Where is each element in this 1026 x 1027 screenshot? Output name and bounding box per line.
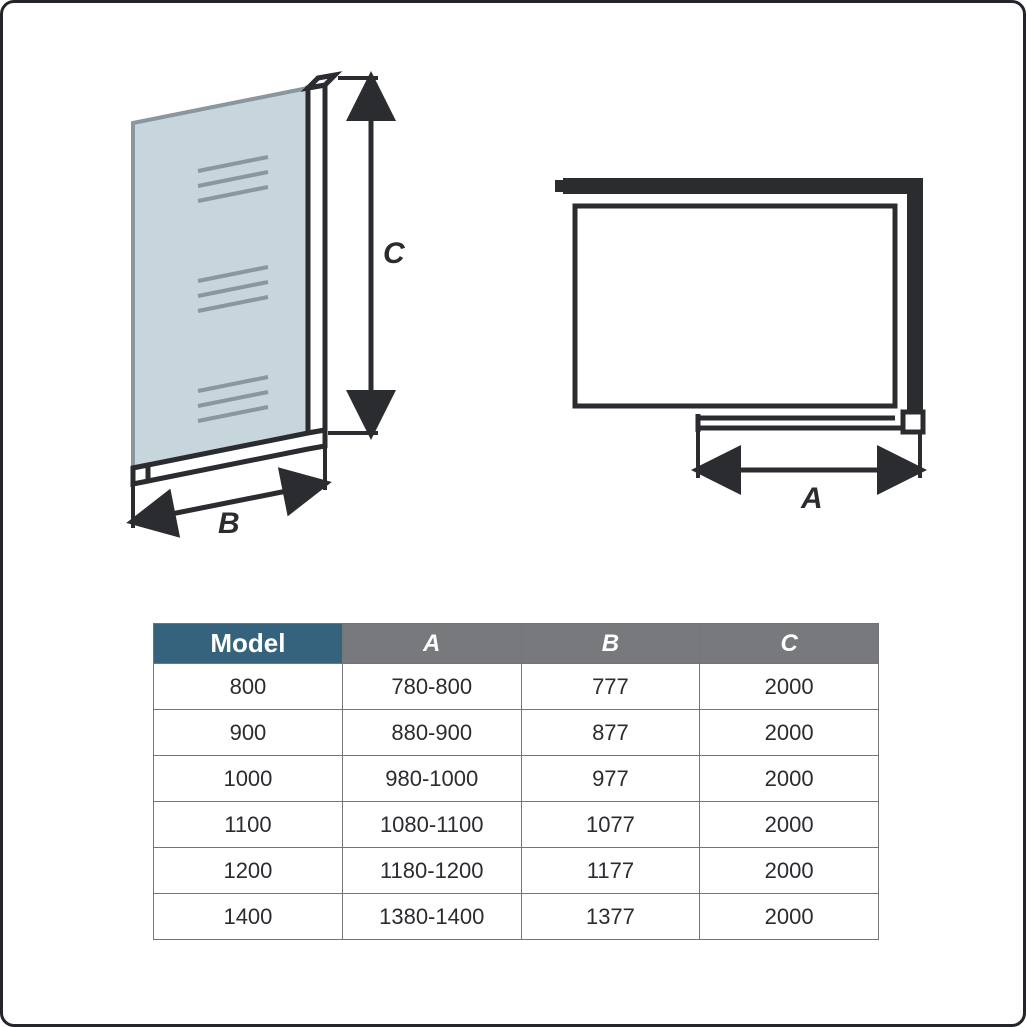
table-cell: 780-800 xyxy=(342,664,521,710)
table-cell: 1077 xyxy=(521,802,700,848)
table-cell: 1180-1200 xyxy=(342,848,521,894)
table-header-row: Model A B C xyxy=(154,624,879,664)
table-cell: 1400 xyxy=(154,894,343,940)
table-cell: 2000 xyxy=(700,664,879,710)
col-a: A xyxy=(342,624,521,664)
table-row: 800780-8007772000 xyxy=(154,664,879,710)
col-c: C xyxy=(700,624,879,664)
table-cell: 2000 xyxy=(700,802,879,848)
table-cell: 800 xyxy=(154,664,343,710)
table-row: 900880-9008772000 xyxy=(154,710,879,756)
table-cell: 977 xyxy=(521,756,700,802)
label-a: A xyxy=(800,482,823,515)
table-cell: 1100 xyxy=(154,802,343,848)
table-cell: 2000 xyxy=(700,894,879,940)
table-cell: 1200 xyxy=(154,848,343,894)
table-cell: 2000 xyxy=(700,848,879,894)
diagram-area: C B A xyxy=(63,63,963,543)
table-cell: 1377 xyxy=(521,894,700,940)
dimension-diagrams: C B A xyxy=(63,63,969,543)
table-cell: 2000 xyxy=(700,710,879,756)
col-model: Model xyxy=(154,624,343,664)
table-row: 1000980-10009772000 xyxy=(154,756,879,802)
table-cell: 1000 xyxy=(154,756,343,802)
table-cell: 1380-1400 xyxy=(342,894,521,940)
table-cell: 877 xyxy=(521,710,700,756)
spec-table: Model A B C 800780-8007772000900880-9008… xyxy=(153,623,879,940)
table-row: 14001380-140013772000 xyxy=(154,894,879,940)
label-c: C xyxy=(383,237,406,270)
table-cell: 880-900 xyxy=(342,710,521,756)
label-b: B xyxy=(218,507,240,540)
table-row: 11001080-110010772000 xyxy=(154,802,879,848)
panel-iso-view: C B xyxy=(133,75,406,540)
table-cell: 1177 xyxy=(521,848,700,894)
table-row: 12001180-120011772000 xyxy=(154,848,879,894)
col-b: B xyxy=(521,624,700,664)
table-cell: 900 xyxy=(154,710,343,756)
table-cell: 777 xyxy=(521,664,700,710)
dimension-table: Model A B C 800780-8007772000900880-9008… xyxy=(153,623,879,940)
plan-view: A xyxy=(555,178,923,515)
table-cell: 2000 xyxy=(700,756,879,802)
table-cell: 1080-1100 xyxy=(342,802,521,848)
table-cell: 980-1000 xyxy=(342,756,521,802)
